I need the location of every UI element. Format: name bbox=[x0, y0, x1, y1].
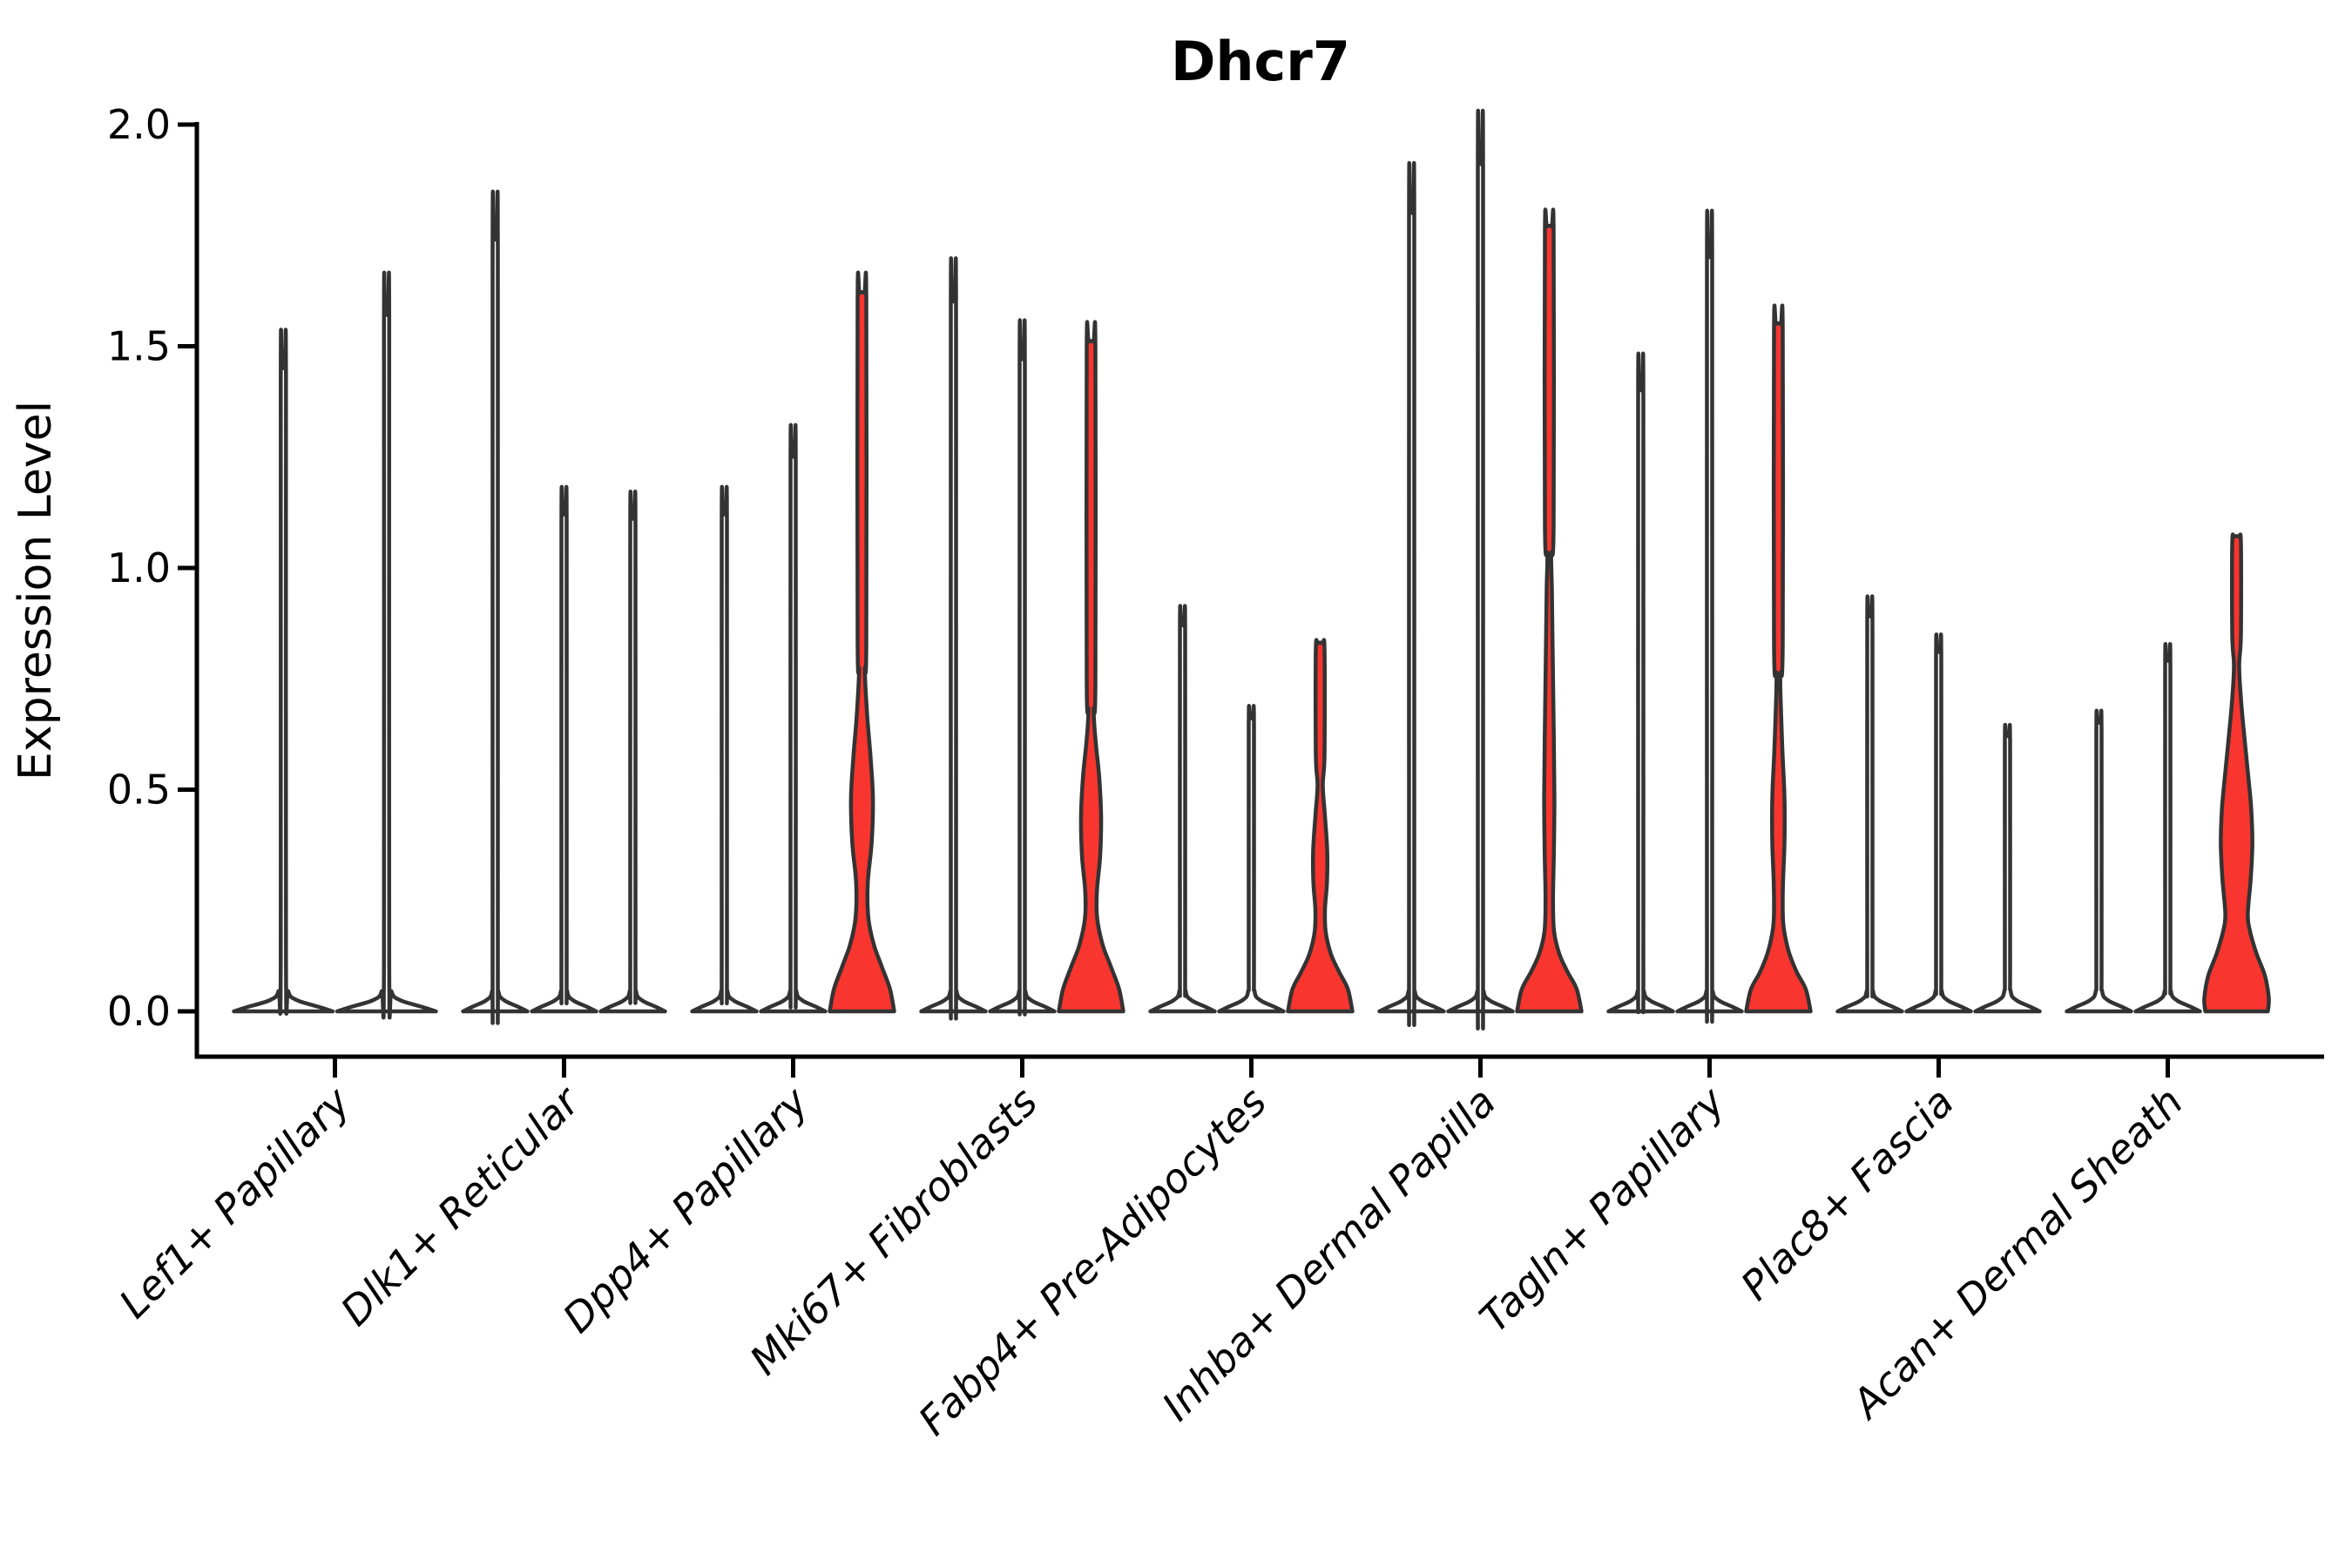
violin bbox=[1973, 723, 2042, 1014]
violin bbox=[1606, 351, 1675, 1015]
violin-highlighted bbox=[1744, 303, 1813, 1014]
y-tick-label: 1.0 bbox=[107, 544, 171, 591]
violins-layer bbox=[232, 108, 2271, 1031]
violin bbox=[2065, 708, 2133, 1014]
violin bbox=[759, 422, 828, 1014]
violin-highlighted bbox=[1515, 207, 1584, 1014]
x-tick-label: Tagln+ Papillary bbox=[1470, 1078, 1734, 1342]
y-tick-label: 0.5 bbox=[107, 767, 171, 814]
violin bbox=[919, 256, 988, 1021]
violin bbox=[1377, 160, 1446, 1027]
x-tick-label: Dpp4+ Papillary bbox=[554, 1078, 818, 1342]
x-tick-label: Plac8+ Fascia bbox=[1732, 1078, 1963, 1309]
violin-highlighted bbox=[2202, 532, 2271, 1014]
violin bbox=[1217, 704, 1286, 1014]
y-tick-label: 1.5 bbox=[107, 323, 171, 370]
violin bbox=[1675, 208, 1744, 1024]
y-axis-label: Expression Level bbox=[10, 401, 62, 781]
violin bbox=[232, 328, 335, 1017]
violin bbox=[1904, 632, 1973, 1014]
violin bbox=[530, 484, 598, 1014]
y-tick-label: 2.0 bbox=[107, 101, 171, 148]
violin bbox=[461, 189, 530, 1025]
violin-highlighted bbox=[1286, 638, 1355, 1014]
violin bbox=[598, 490, 667, 1014]
axes-layer: 2.0 1.5 1.0 0.5 0.0 bbox=[107, 101, 2324, 1078]
x-tick-label: Dlk1+ Reticular bbox=[332, 1076, 591, 1335]
violin bbox=[2133, 642, 2202, 1014]
violin bbox=[335, 270, 438, 1020]
violin-highlighted bbox=[828, 270, 896, 1014]
plot-title: Dhcr7 bbox=[1171, 30, 1350, 93]
violin bbox=[690, 484, 759, 1014]
x-tick-label: Lef1+ Papillary bbox=[110, 1078, 359, 1327]
violin bbox=[1835, 594, 1904, 1014]
violin bbox=[1148, 604, 1217, 1014]
violin bbox=[1446, 108, 1515, 1031]
y-tick-label: 0.0 bbox=[107, 988, 171, 1035]
violin bbox=[988, 318, 1057, 1017]
violin-highlighted bbox=[1057, 320, 1125, 1014]
